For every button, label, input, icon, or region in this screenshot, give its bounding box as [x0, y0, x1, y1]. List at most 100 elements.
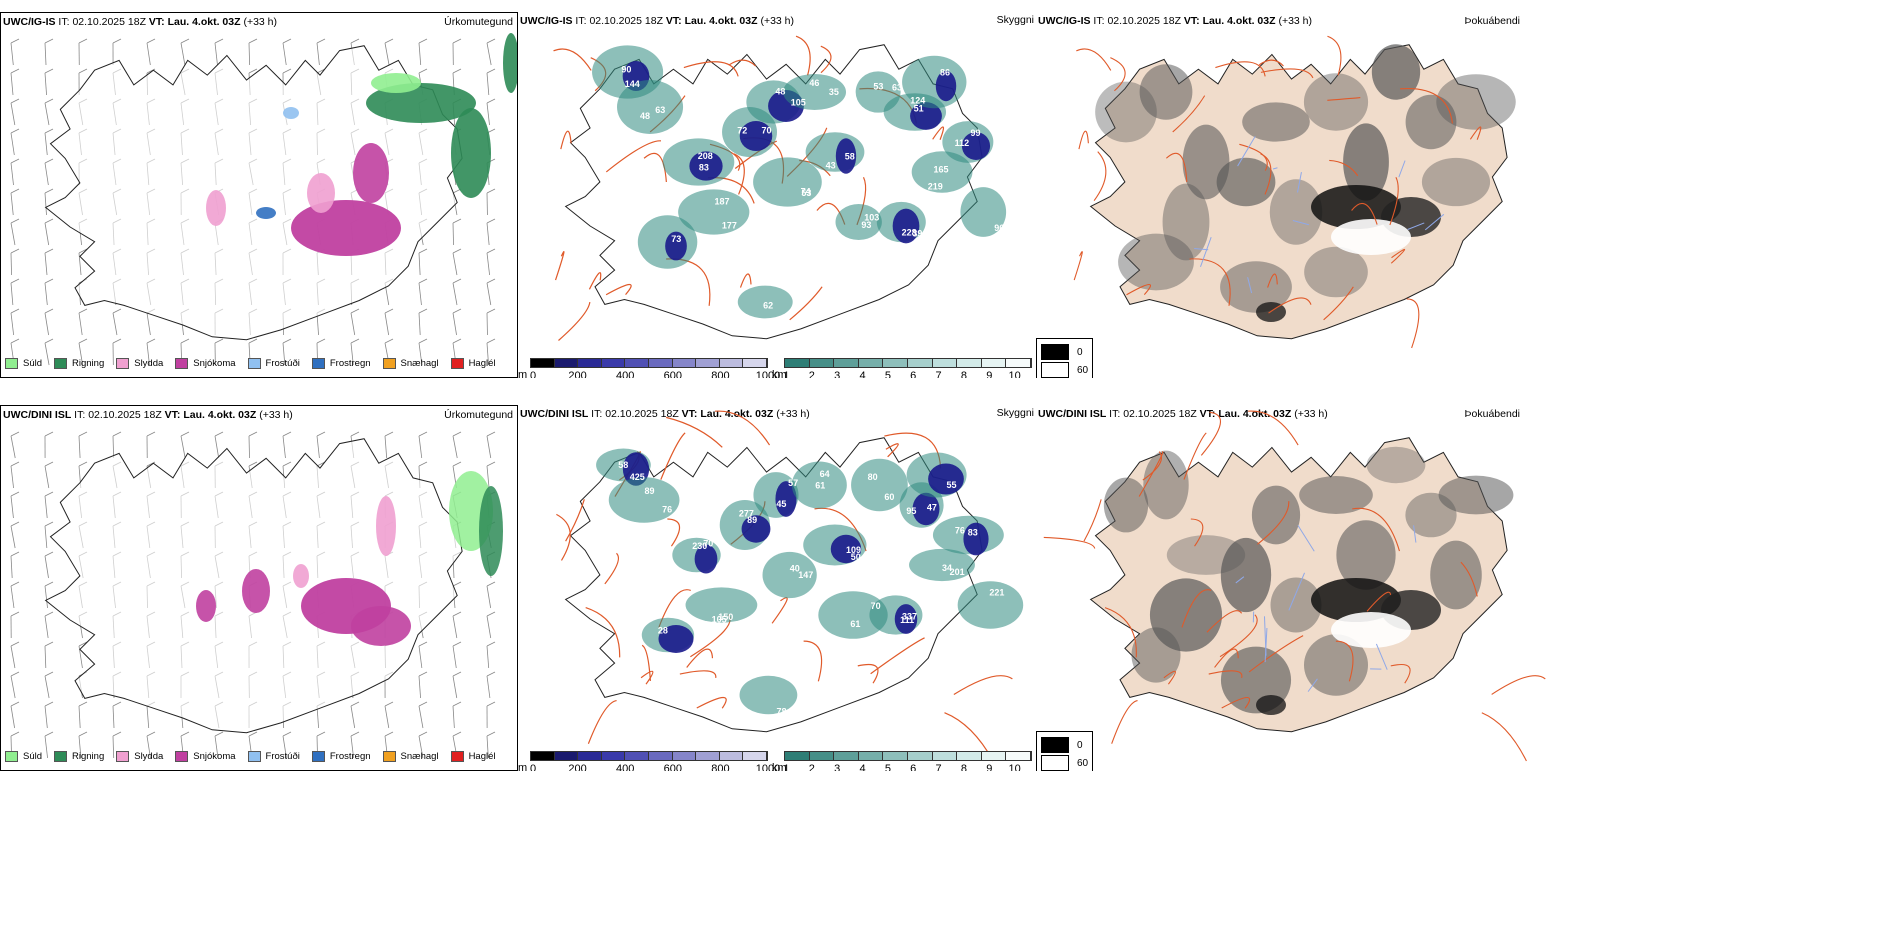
- visibility-dark-area: [935, 70, 957, 102]
- panel-title: UWC/IG-IS IT: 02.10.2025 18Z VT: Lau. 4.…: [3, 16, 278, 28]
- visibility-dark-area: [830, 534, 862, 564]
- visibility-label: 111: [900, 615, 914, 625]
- legend-item: Haglél: [450, 358, 496, 369]
- fog-shade-area: [1430, 540, 1482, 610]
- fog-shade-area: [1251, 485, 1301, 545]
- fog-dark-area: [1256, 695, 1286, 715]
- road: [588, 272, 602, 290]
- visibility-teal-area: [957, 581, 1024, 629]
- road: [1327, 35, 1342, 76]
- river: [1194, 248, 1209, 251]
- visibility-label: 89: [644, 486, 654, 496]
- visibility-label: 73: [671, 234, 681, 244]
- rain-area: [366, 83, 476, 123]
- river: [1398, 160, 1406, 178]
- visibility-label: 57: [788, 478, 798, 488]
- wind-barb: [78, 342, 84, 366]
- visibility-label: 45: [776, 499, 786, 509]
- wind-barb: [418, 312, 421, 336]
- iceland-map: 425 76 230 150 89 147 45 61 50 60 95 201 337 70 76 221 2…: [556, 410, 1024, 762]
- wind-barb: [418, 645, 423, 669]
- wind-barb: [452, 435, 458, 459]
- visibility-label: 86: [940, 68, 950, 78]
- wind-barb: [418, 42, 422, 66]
- wind-barb: [316, 435, 320, 459]
- visibility-label: 50: [851, 552, 861, 562]
- wind-barb: [10, 645, 16, 669]
- wind-barb: [486, 435, 492, 459]
- road: [604, 552, 620, 585]
- fog-map: [1073, 35, 1516, 349]
- fog-legend: 0 60: [1036, 338, 1094, 378]
- road: [1406, 298, 1420, 349]
- fog-shade-area: [1149, 578, 1223, 652]
- visibility-teal-area: [960, 187, 1007, 237]
- road: [1219, 614, 1258, 658]
- visibility-label: 70: [761, 125, 771, 135]
- wind-barb: [350, 735, 354, 759]
- wind-barb: [418, 252, 421, 276]
- sleet-area: [376, 496, 396, 556]
- visibility-label: 76: [955, 525, 965, 535]
- fog-shade-area: [1131, 627, 1181, 683]
- visibility-label: 230: [692, 541, 707, 551]
- fog-shade-area: [1216, 157, 1276, 207]
- wind-barb: [44, 282, 48, 306]
- visibility-dark-area: [658, 625, 694, 653]
- sleet-area: [206, 190, 226, 226]
- wind-barb: [146, 342, 150, 366]
- visibility-label: 63: [655, 105, 665, 115]
- visibility-label: 96: [994, 223, 1004, 233]
- visibility-label: 337: [902, 612, 917, 622]
- wind-barb: [350, 705, 356, 729]
- visibility-map: 90 48 208 177 70 53 48 46 58 63 51 219 228 103 99 96 73 6…: [553, 35, 1007, 341]
- visibility-label: 28: [658, 626, 668, 636]
- wind-barb: [44, 192, 47, 216]
- river: [1272, 167, 1278, 170]
- road: [665, 416, 723, 448]
- wind-barb: [384, 705, 390, 729]
- wind-barb: [78, 705, 81, 729]
- fog-map: [1043, 410, 1546, 762]
- precip-map: [10, 431, 503, 759]
- drizzle-area: [371, 73, 421, 93]
- visibility-label: 187: [715, 197, 730, 207]
- wind-barb: [146, 735, 151, 759]
- road: [605, 283, 632, 296]
- road: [1172, 95, 1206, 133]
- road: [1268, 297, 1312, 314]
- road: [1142, 451, 1163, 481]
- wind-barb: [44, 645, 47, 669]
- wind-barb: [112, 735, 115, 759]
- wind-barb: [146, 312, 151, 336]
- wind-barb: [44, 102, 50, 126]
- visibility-label: 277: [739, 508, 754, 518]
- visibility-label: 58: [618, 460, 628, 470]
- road: [1073, 251, 1083, 281]
- road: [1200, 411, 1222, 456]
- fog-dark-area: [1311, 578, 1401, 622]
- fog-shade-area: [1269, 179, 1323, 245]
- road: [1335, 640, 1354, 682]
- visibility-label: 109: [846, 545, 861, 555]
- river: [1297, 525, 1315, 552]
- visibility-label: 39: [912, 228, 922, 238]
- fog-shade-area: [1143, 450, 1189, 520]
- wind-barb: [10, 525, 16, 549]
- wind-barb: [10, 72, 14, 96]
- wind-barb: [486, 645, 490, 669]
- road: [1323, 286, 1354, 321]
- fog-shade-area: [1421, 157, 1491, 207]
- road: [1390, 663, 1411, 684]
- visibility-label: 112: [955, 138, 970, 148]
- wind-barb: [486, 465, 490, 489]
- road: [554, 251, 565, 281]
- road: [1165, 152, 1188, 183]
- wind-barb: [316, 42, 320, 66]
- visibility-map: 425 76 230 150 89 147 45 61 50 60 95 201 337 70 76 221 2…: [556, 410, 1024, 762]
- iceland-map: [1043, 410, 1546, 762]
- wind-barb: [282, 42, 287, 66]
- fog-shade-area: [1436, 74, 1516, 130]
- wind-barb: [10, 222, 16, 246]
- visibility-label: 208: [698, 151, 713, 161]
